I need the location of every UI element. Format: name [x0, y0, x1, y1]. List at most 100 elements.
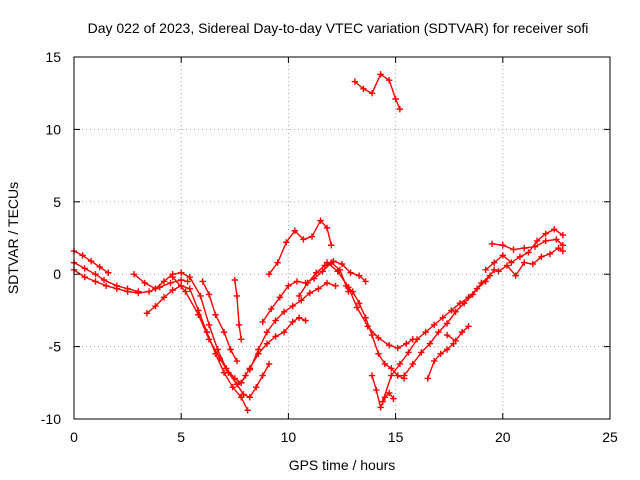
data-point [231, 276, 238, 284]
data-point [300, 236, 307, 243]
chart-title: Day 022 of 2023, Sidereal Day-to-day VTE… [88, 20, 589, 36]
data-point [293, 278, 301, 285]
data-point [298, 297, 305, 304]
data-point [178, 276, 185, 284]
data-point [521, 244, 528, 252]
series-line [326, 261, 414, 349]
x-tick-label: 25 [602, 429, 618, 445]
series-arc-17 [368, 372, 397, 411]
data-point [394, 372, 401, 379]
data-point [491, 259, 498, 266]
data-point [503, 262, 511, 269]
data-point [478, 279, 485, 287]
series-line [133, 272, 247, 384]
data-point [220, 328, 228, 336]
series-arc-18 [379, 266, 498, 405]
data-point [422, 328, 429, 336]
data-point [323, 279, 331, 287]
data-point [355, 299, 363, 307]
data-point [263, 340, 271, 347]
x-tick-label: 10 [281, 429, 297, 445]
data-point [100, 276, 108, 284]
data-point [396, 105, 404, 113]
y-tick-label: -10 [41, 411, 61, 427]
data-point [355, 272, 363, 279]
data-point [233, 292, 241, 300]
data-point [92, 278, 99, 285]
data-point [295, 292, 303, 300]
data-point [559, 247, 567, 255]
data-point [265, 360, 273, 368]
data-point [512, 272, 519, 279]
data-point [225, 369, 232, 376]
axis-ticks: 0 5 10 15 20 25 -10 -5 0 5 10 15 [41, 49, 618, 445]
data-point [304, 279, 311, 287]
data-point [334, 268, 341, 275]
data-point [216, 354, 223, 362]
data-point [205, 336, 213, 343]
series-arc-19 [400, 272, 494, 379]
data-point [295, 314, 303, 321]
data-point [227, 346, 234, 353]
data-point [392, 95, 399, 103]
data-point [79, 252, 86, 259]
data-point [394, 344, 401, 352]
data-point [508, 259, 515, 266]
series-line [446, 325, 470, 342]
data-point [332, 282, 339, 289]
series-line [484, 228, 564, 271]
data-point [167, 279, 174, 287]
data-point [555, 244, 562, 252]
data-point [130, 271, 138, 278]
data-point [186, 273, 193, 281]
data-point [430, 321, 438, 329]
data-point [92, 271, 99, 278]
plot-area [70, 71, 567, 414]
data-point [351, 78, 359, 85]
series-line [146, 285, 249, 411]
data-point [516, 253, 524, 261]
data-point [437, 350, 444, 358]
data-point [182, 288, 189, 295]
data-point [263, 328, 271, 336]
data-point [499, 252, 506, 259]
series-arc-7 [199, 278, 241, 365]
data-point [315, 285, 322, 292]
data-point [388, 365, 395, 372]
data-point [160, 278, 168, 285]
series-arc-21 [443, 323, 472, 345]
data-point [439, 314, 446, 321]
series-arc-10 [246, 279, 339, 373]
data-point [390, 395, 397, 402]
data-point [338, 260, 346, 268]
data-point [368, 372, 376, 379]
data-point [152, 285, 159, 292]
data-point [405, 349, 412, 356]
data-point [274, 259, 281, 266]
data-point [559, 231, 567, 239]
data-point [443, 331, 451, 339]
data-point [328, 242, 335, 249]
x-tick-label: 0 [70, 429, 78, 445]
data-point [388, 372, 395, 379]
data-point [145, 288, 153, 295]
data-point [385, 389, 393, 397]
series-arc-23 [482, 226, 567, 274]
data-point [385, 76, 393, 84]
data-point [347, 269, 354, 276]
data-point [212, 311, 219, 318]
data-point [377, 404, 384, 411]
data-point [368, 90, 376, 97]
x-tick-label: 20 [495, 429, 511, 445]
data-point [400, 372, 408, 379]
data-point [330, 257, 337, 265]
data-point [368, 331, 376, 339]
data-point [542, 237, 549, 245]
data-point [538, 253, 545, 261]
data-point [280, 328, 288, 336]
data-point [244, 407, 251, 414]
series-arc-16 [351, 71, 404, 113]
data-point [276, 294, 284, 301]
data-point [169, 273, 176, 281]
data-point [233, 381, 241, 388]
